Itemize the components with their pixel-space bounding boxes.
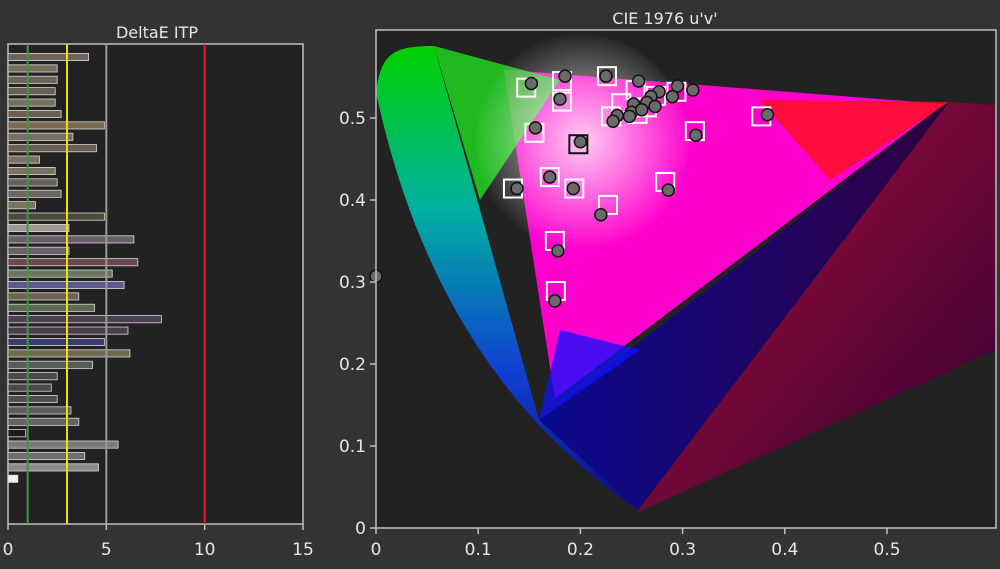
locus-right-region xyxy=(636,102,996,513)
target-square xyxy=(597,194,618,215)
cie-y-tick-label: 0 xyxy=(355,519,366,539)
measured-point xyxy=(551,244,565,258)
measured-point xyxy=(573,135,588,149)
gamut-red-corner xyxy=(760,100,949,180)
measured-point xyxy=(760,107,775,122)
measured-point xyxy=(689,128,703,142)
deltae-bar xyxy=(7,110,62,119)
deltae-bar xyxy=(7,269,113,278)
deltae-bar xyxy=(7,463,99,472)
deltae-bar xyxy=(7,383,52,392)
deltae-bar xyxy=(7,406,72,415)
cie-x-tick-label: 0.4 xyxy=(771,540,798,560)
measured-point xyxy=(528,121,543,135)
measured-point xyxy=(648,99,662,114)
measured-point xyxy=(558,69,572,83)
deltae-bar xyxy=(7,75,58,84)
cie-y-tick-label: 0.2 xyxy=(339,355,366,375)
deltae-x-axis: 0 5 10 15 xyxy=(3,524,314,560)
target-square xyxy=(552,91,573,112)
deltae-bar xyxy=(7,166,56,175)
deltae-bar xyxy=(7,451,86,460)
deltae-bar xyxy=(7,440,119,449)
deltae-bar xyxy=(7,337,105,346)
cie-axes: 0 0.1 0.2 0.3 0.4 0.5 0 0.1 0.2 0.3 0.4 0.5 xyxy=(339,109,901,560)
deltae-bar xyxy=(7,212,105,221)
measured-point xyxy=(594,208,608,222)
gamut-blue-corner xyxy=(539,330,640,420)
target-square xyxy=(596,66,617,87)
target-square xyxy=(564,178,585,199)
deltae-x-tick-label: 15 xyxy=(292,540,314,560)
deltae-bar xyxy=(7,121,105,130)
measured-point xyxy=(566,181,580,196)
measured-point xyxy=(670,79,685,93)
deltae-reference-lines xyxy=(26,44,206,524)
target-square xyxy=(539,167,560,188)
deltae-bar xyxy=(7,132,74,141)
measured-point xyxy=(631,74,646,88)
deltae-bar xyxy=(7,53,90,62)
deltae-bar xyxy=(7,178,58,187)
cie-x-tick-label: 0.1 xyxy=(465,540,492,560)
measured-point xyxy=(634,103,649,117)
deltae-bar xyxy=(7,235,135,244)
deltae-bar xyxy=(7,258,139,267)
chromaticity-diagram xyxy=(376,34,996,528)
measured-point xyxy=(553,92,567,106)
deltae-bar xyxy=(7,87,56,96)
cie-x-tick-label: 0 xyxy=(371,540,382,560)
deltae-bar xyxy=(7,189,62,198)
measured-point xyxy=(599,69,613,83)
measured-points xyxy=(369,69,775,308)
deltae-bar xyxy=(7,360,93,369)
deltae-bar xyxy=(7,223,70,232)
deltae-bar xyxy=(7,155,40,164)
deltae-x-tick-label: 5 xyxy=(101,540,112,560)
deltae-title: DeltaE ITP xyxy=(116,23,198,42)
cie-x-tick-label: 0.3 xyxy=(669,540,696,560)
measured-point xyxy=(606,114,620,129)
deltae-bar xyxy=(7,349,131,358)
deltae-bar xyxy=(7,292,80,301)
measured-point xyxy=(622,109,637,124)
deltae-bar xyxy=(7,201,36,210)
cie-y-tick-label: 0.4 xyxy=(339,191,366,211)
deltae-bar xyxy=(7,64,58,73)
deltae-bar xyxy=(7,417,80,426)
deltae-bar xyxy=(7,303,95,312)
deltae-x-tick-label: 10 xyxy=(194,540,216,560)
cie-axis-frame xyxy=(375,29,997,529)
cie-title: CIE 1976 u'v' xyxy=(612,9,717,28)
deltae-bar xyxy=(7,315,162,324)
deltae-bar xyxy=(7,98,56,107)
locus-left-region xyxy=(376,46,638,510)
deltae-bar xyxy=(7,429,27,438)
deltae-x-tick-label: 0 xyxy=(3,540,14,560)
locus-bottom-region xyxy=(539,102,949,510)
measured-point xyxy=(510,181,524,196)
cie-y-tick-label: 0.1 xyxy=(339,437,366,457)
deltae-bar xyxy=(7,246,70,255)
cie-y-tick-label: 0.5 xyxy=(339,109,366,129)
measured-point xyxy=(542,170,557,184)
deltae-bar xyxy=(7,394,58,403)
cie-y-tick-label: 0.3 xyxy=(339,273,366,293)
cie-x-tick-label: 0.2 xyxy=(567,540,594,560)
deltae-bar xyxy=(7,474,19,483)
deltae-bar xyxy=(7,372,58,381)
measured-point xyxy=(524,76,539,91)
measured-point xyxy=(548,294,562,308)
measured-point xyxy=(665,89,680,104)
measured-point xyxy=(661,183,676,197)
measured-point xyxy=(686,83,700,97)
white-point-target xyxy=(568,134,589,155)
deltae-bar xyxy=(7,144,97,153)
cie-x-tick-label: 0.5 xyxy=(873,540,900,560)
